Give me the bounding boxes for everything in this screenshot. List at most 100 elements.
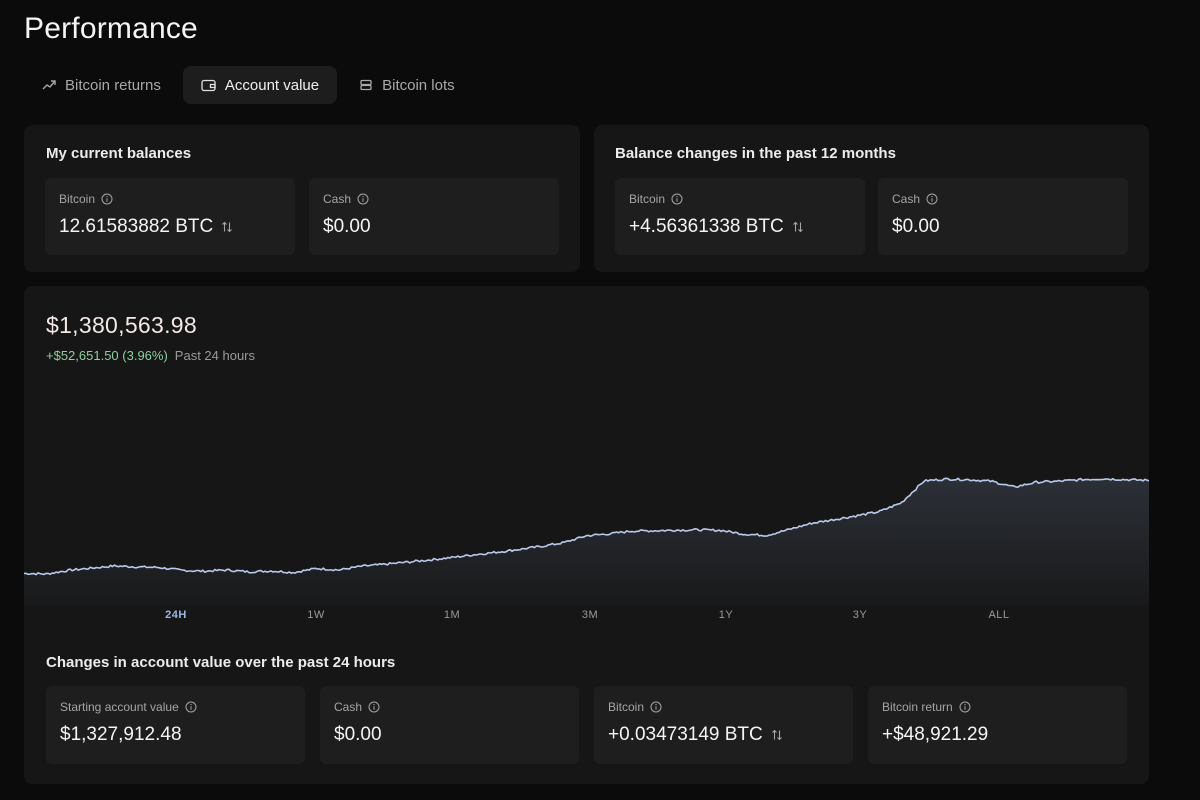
account-value-chart[interactable] <box>24 370 1149 605</box>
balance-changes-card: Balance changes in the past 12 months Bi… <box>594 125 1149 272</box>
tab-label: Bitcoin lots <box>382 76 455 94</box>
chart-data-point[interactable] <box>990 479 994 483</box>
change-amount: +$52,651.50 (3.96%) <box>46 348 168 363</box>
tab-bar: Bitcoin returns Account value Bitcoin lo… <box>24 66 473 104</box>
chart-data-point[interactable] <box>1035 480 1039 484</box>
chart-data-point[interactable] <box>225 568 229 572</box>
chart-data-point[interactable] <box>360 564 364 568</box>
range-1m[interactable]: 1M <box>443 609 461 621</box>
chart-data-point[interactable] <box>787 528 791 532</box>
swap-vertical-icon[interactable] <box>792 221 804 233</box>
chart-data-point[interactable] <box>855 514 859 518</box>
chart-data-point[interactable] <box>1012 485 1016 489</box>
stat-value-text: $0.00 <box>334 724 382 745</box>
range-1y[interactable]: 1Y <box>718 609 734 621</box>
tab-bitcoin-returns[interactable]: Bitcoin returns <box>24 66 179 104</box>
chart-data-point[interactable] <box>742 532 746 536</box>
stat-label: Bitcoin <box>59 192 113 206</box>
chart-data-point[interactable] <box>337 568 341 572</box>
stat-label-text: Bitcoin return <box>882 700 953 714</box>
chart-data-point[interactable] <box>562 541 566 545</box>
chart-data-point[interactable] <box>900 501 904 505</box>
stat-label-text: Cash <box>892 192 921 206</box>
range-3m[interactable]: 3M <box>581 609 599 621</box>
chart-data-point[interactable] <box>472 553 476 557</box>
chart-data-point[interactable] <box>922 479 926 483</box>
chart-data-point[interactable] <box>247 570 251 574</box>
chart-data-point[interactable] <box>315 566 319 570</box>
info-icon[interactable] <box>926 193 938 205</box>
stat-label: Cash <box>323 192 369 206</box>
chart-data-point[interactable] <box>630 529 634 533</box>
stat-value-text: $0.00 <box>323 216 371 237</box>
info-icon[interactable] <box>650 701 662 713</box>
chart-data-point[interactable] <box>607 532 611 536</box>
chart-data-point[interactable] <box>810 521 814 525</box>
chart-data-point[interactable] <box>202 569 206 573</box>
stat-value: +0.03473149 BTC <box>608 724 783 746</box>
current-bitcoin-stat: Bitcoin 12.61583882 BTC <box>45 178 295 255</box>
chart-data-point[interactable] <box>450 556 454 560</box>
chart-data-point[interactable] <box>405 560 409 564</box>
chart-data-point[interactable] <box>67 568 71 572</box>
stat-value-text: +$48,921.29 <box>882 724 989 745</box>
chart-data-point[interactable] <box>765 533 769 537</box>
tab-account-value[interactable]: Account value <box>182 66 338 104</box>
chart-data-point[interactable] <box>1102 477 1106 481</box>
range-all[interactable]: ALL <box>988 609 1010 621</box>
chart-data-point[interactable] <box>382 562 386 566</box>
chart-data-point[interactable] <box>540 544 544 548</box>
wallet-icon <box>201 79 216 92</box>
chart-data-point[interactable] <box>427 558 431 562</box>
chart-data-point[interactable] <box>180 568 184 572</box>
chart-data-point[interactable] <box>967 478 971 482</box>
range-3y[interactable]: 3Y <box>852 609 868 621</box>
chart-data-point[interactable] <box>877 510 881 514</box>
changes-bitcoin-24h-stat: Bitcoin +0.03473149 BTC <box>594 686 853 764</box>
chart-data-point[interactable] <box>720 528 724 532</box>
chart-data-point[interactable] <box>517 547 521 551</box>
stat-label: Bitcoin <box>608 700 662 714</box>
stat-value: $1,327,912.48 <box>60 724 182 746</box>
chart-data-point[interactable] <box>675 528 679 532</box>
chart-data-point[interactable] <box>112 564 116 568</box>
stat-value: $0.00 <box>334 724 382 746</box>
stat-value-text: $0.00 <box>892 216 940 237</box>
chart-data-point[interactable] <box>45 572 49 576</box>
chart-data-point[interactable] <box>697 528 701 532</box>
info-icon[interactable] <box>959 701 971 713</box>
tab-label: Bitcoin returns <box>65 76 161 94</box>
chart-data-point[interactable] <box>652 529 656 533</box>
info-icon[interactable] <box>185 701 197 713</box>
stat-label: Cash <box>892 192 938 206</box>
range-1w[interactable]: 1W <box>307 609 325 621</box>
info-icon[interactable] <box>368 701 380 713</box>
changes-cash-stat: Cash $0.00 <box>878 178 1128 255</box>
change-period: Past 24 hours <box>174 348 256 363</box>
stat-value-text: +4.56361338 BTC <box>629 216 784 237</box>
chart-data-point[interactable] <box>1057 479 1061 483</box>
chart-data-point[interactable] <box>495 550 499 554</box>
swap-vertical-icon[interactable] <box>771 729 783 741</box>
stat-label-text: Bitcoin <box>629 192 666 206</box>
chart-data-point[interactable] <box>945 477 949 481</box>
swap-vertical-icon[interactable] <box>221 221 233 233</box>
info-icon[interactable] <box>101 193 113 205</box>
chart-data-point[interactable] <box>585 534 589 538</box>
tab-bitcoin-lots[interactable]: Bitcoin lots <box>341 66 473 104</box>
info-icon[interactable] <box>357 193 369 205</box>
stat-label: Starting account value <box>60 700 197 714</box>
chart-data-point[interactable] <box>270 569 274 573</box>
chart-data-point[interactable] <box>90 566 94 570</box>
chart-data-point[interactable] <box>157 566 161 570</box>
chart-data-point[interactable] <box>1080 478 1084 482</box>
chart-data-point[interactable] <box>292 571 296 575</box>
chart-data-point[interactable] <box>1125 478 1129 482</box>
chart-data-point[interactable] <box>135 565 139 569</box>
info-icon[interactable] <box>671 193 683 205</box>
chart-series-line <box>24 477 1149 576</box>
chart-data-point[interactable] <box>832 518 836 522</box>
stat-value: 12.61583882 BTC <box>59 216 233 238</box>
changes-cash-24h-stat: Cash $0.00 <box>320 686 579 764</box>
range-24h[interactable]: 24H <box>165 609 187 621</box>
